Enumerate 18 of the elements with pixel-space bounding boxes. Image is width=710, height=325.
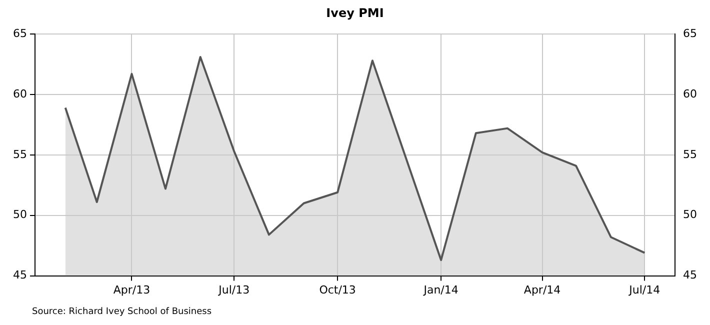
y-tick-label: 60: [12, 87, 27, 100]
x-tick-label: Jan/14: [422, 283, 458, 296]
y2-tick-label: 60: [683, 87, 698, 100]
y2-tick-label: 55: [683, 148, 698, 161]
y2-tick-label: 45: [683, 268, 698, 282]
x-tick-label: Jul/14: [628, 283, 660, 296]
y2-tick-label: 50: [683, 208, 698, 222]
y-tick-label: 50: [12, 208, 27, 222]
x-tick-label: Jul/13: [218, 283, 250, 296]
y-tick-label: 55: [12, 148, 27, 161]
y2-tick-label: 65: [683, 26, 698, 40]
y-tick-label: 65: [12, 26, 27, 40]
x-tick-label: Apr/13: [113, 283, 150, 296]
source-note: Source: Richard Ivey School of Business: [32, 307, 212, 317]
y-tick-label: 45: [12, 268, 27, 282]
x-tick-label: Oct/13: [319, 283, 356, 296]
x-tick-label: Apr/14: [524, 283, 561, 296]
chart-title: Ivey PMI: [325, 6, 385, 20]
